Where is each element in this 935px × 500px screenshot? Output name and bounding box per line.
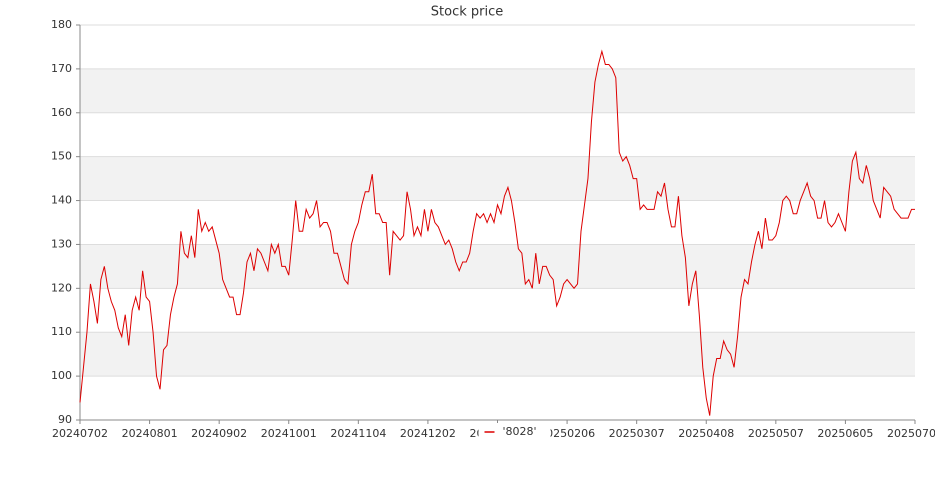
line-series (79, 49, 915, 416)
x-tick-label: 20241001 (261, 427, 317, 440)
x-tick-label: 20250307 (609, 427, 665, 440)
y-tick-label: 110 (51, 325, 72, 338)
y-tick-label: 130 (51, 237, 72, 250)
y-tick-label: 150 (51, 150, 72, 163)
x-tick-label: 20250408 (678, 427, 734, 440)
legend-box (478, 423, 551, 441)
x-tick-label: 20250507 (748, 427, 804, 440)
x-tick-label: 20250605 (817, 427, 873, 440)
x-tick-label: 20250206 (539, 427, 595, 440)
y-tick-label: 140 (51, 194, 72, 207)
x-tick-label: 20250704 (887, 427, 935, 440)
y-tick-label: 90 (58, 413, 72, 426)
legend-label: '8028' (503, 425, 537, 438)
y-tick-label: 100 (51, 369, 72, 382)
y-tick-label: 120 (51, 281, 72, 294)
x-tick-label: 20240801 (122, 427, 178, 440)
y-tick-label: 170 (51, 62, 72, 75)
x-tick-label: 20240702 (52, 427, 108, 440)
x-tick-label: 20241104 (330, 427, 386, 440)
y-tick-label: 160 (51, 106, 72, 119)
grid-band (80, 68, 915, 113)
grid-band (80, 244, 915, 289)
chart-title: Stock price (431, 5, 503, 20)
grid-band (80, 332, 915, 377)
x-tick-label: 20241202 (400, 427, 456, 440)
y-tick-label: 180 (51, 18, 72, 31)
x-tick-label: 20240902 (191, 427, 247, 440)
grid-band (80, 156, 915, 201)
